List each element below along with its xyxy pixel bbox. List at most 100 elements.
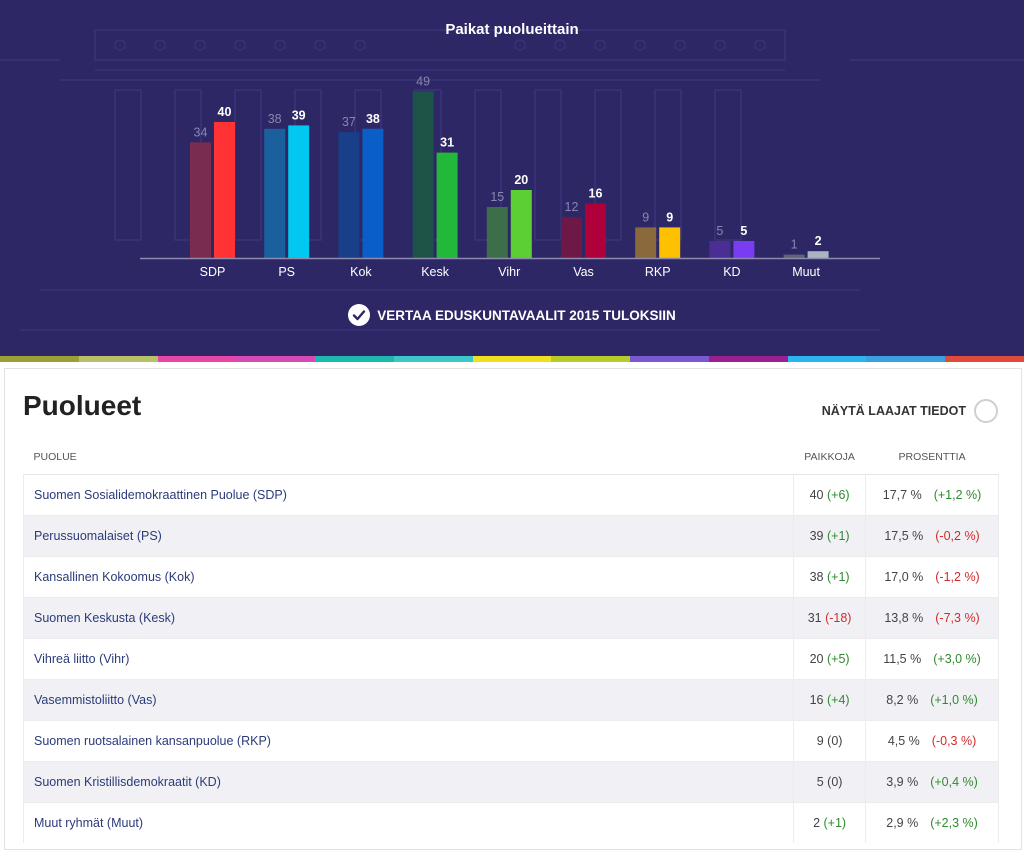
party-name-link[interactable]: Vasemmistoliitto (Vas) bbox=[22, 679, 794, 721]
toggle-circle-icon[interactable] bbox=[974, 399, 998, 423]
tick-label-vas: Vas bbox=[573, 265, 594, 279]
seats-cell: 16 (+4) bbox=[793, 679, 866, 721]
bar-2015-kesk bbox=[412, 91, 434, 259]
bar-2015-muut bbox=[783, 254, 805, 258]
party-name-link[interactable]: Suomen Sosialidemokraattinen Puolue (SDP… bbox=[22, 474, 794, 516]
data-label-2015: 37 bbox=[342, 115, 356, 129]
chart-panel: Paikat puolueittain 34 40 SDP 38 39 PS 37 38 Kok… bbox=[0, 0, 1024, 356]
tick-label-rkp: RKP bbox=[645, 265, 671, 279]
party-name: Kansallinen Kokoomus (Kok) bbox=[34, 570, 195, 584]
table-row[interactable]: Vihreä liitto (Vihr) 20 (+5) 11,5 % (+3,0 %… bbox=[22, 638, 999, 680]
party-name: Perussuomalaiset (PS) bbox=[34, 529, 162, 543]
party-name: Suomen Sosialidemokraattinen Puolue (SDP… bbox=[34, 488, 287, 502]
bar-2019-muut bbox=[807, 251, 829, 258]
table-header-row: PUOLUE PAIKKOJA PROSENTTIA bbox=[23, 440, 999, 475]
column-header-seats: PAIKKOJA bbox=[793, 440, 866, 475]
seats-value: 16 bbox=[809, 693, 824, 707]
percent-cell: 8,2 % (+1,0 %) bbox=[865, 679, 999, 721]
bar-2019-kok bbox=[362, 128, 384, 258]
bar-2015-vihr bbox=[486, 207, 508, 258]
show-details-toggle[interactable]: NÄYTÄ LAAJAT TIEDOT bbox=[822, 399, 998, 423]
data-label-2015: 15 bbox=[490, 190, 504, 204]
seats-value: 38 bbox=[809, 570, 824, 584]
column-header-percent: PROSENTTIA bbox=[865, 440, 999, 475]
data-label-2015: 12 bbox=[565, 200, 579, 214]
table-row[interactable]: Suomen ruotsalainen kansanpuolue (RKP) 9 … bbox=[22, 720, 999, 762]
percent-value: 3,9 % bbox=[886, 775, 919, 789]
percent-cell: 2,9 % (+2,3 %) bbox=[865, 802, 999, 843]
seats-value: 2 bbox=[813, 816, 821, 830]
chart-title: Paikat puolueittain bbox=[445, 21, 579, 38]
seats-cell: 38 (+1) bbox=[793, 556, 866, 598]
seats-change: (+1) bbox=[827, 529, 850, 543]
stripe-segment bbox=[236, 356, 316, 362]
party-name: Muut ryhmät (Muut) bbox=[34, 816, 144, 830]
column-header-party: PUOLUE bbox=[23, 440, 794, 475]
bar-2015-kok bbox=[338, 132, 360, 258]
table-row[interactable]: Perussuomalaiset (PS) 39 (+1) 17,5 % (-0,2 … bbox=[22, 515, 999, 557]
seats-cell: 31 (-18) bbox=[793, 597, 866, 639]
party-name: Suomen Keskusta (Kesk) bbox=[34, 611, 176, 625]
percent-cell: 4,5 % (-0,3 %) bbox=[865, 720, 999, 762]
table-row[interactable]: Kansallinen Kokoomus (Kok) 38 (+1) 17,0 % (… bbox=[22, 556, 999, 598]
seats-cell: 20 (+5) bbox=[793, 638, 866, 680]
percent-change: (-0,2 %) bbox=[935, 529, 980, 543]
table-row[interactable]: Suomen Keskusta (Kesk) 31 (-18) 13,8 % (-7,… bbox=[22, 597, 999, 639]
data-label-2015: 34 bbox=[194, 125, 208, 139]
bar-2019-rkp bbox=[659, 227, 681, 258]
percent-value: 4,5 % bbox=[887, 734, 920, 748]
stripe-segment bbox=[0, 356, 79, 362]
party-name-link[interactable]: Perussuomalaiset (PS) bbox=[22, 515, 794, 557]
seats-change: (+1) bbox=[823, 816, 847, 830]
party-name: Vasemmistoliitto (Vas) bbox=[34, 693, 157, 707]
seats-cell: 40 (+6) bbox=[793, 474, 866, 516]
stripe-segment bbox=[472, 356, 552, 362]
party-name-link[interactable]: Kansallinen Kokoomus (Kok) bbox=[22, 556, 794, 598]
data-label-2015: 38 bbox=[268, 112, 282, 126]
bar-2019-kd bbox=[733, 241, 755, 258]
table-row[interactable]: Suomen Kristillisdemokraatit (KD) 5 (0) 3,… bbox=[22, 761, 999, 803]
table-row[interactable]: Suomen Sosialidemokraattinen Puolue (SDP… bbox=[22, 474, 999, 516]
stripe-segment bbox=[708, 356, 788, 362]
stripe-segment bbox=[945, 356, 1024, 362]
data-label-2019: 5 bbox=[740, 224, 747, 238]
percent-change: (+2,3 %) bbox=[930, 816, 978, 830]
data-label-2015: 49 bbox=[416, 74, 430, 88]
stripe-segment bbox=[551, 356, 631, 362]
table-row[interactable]: Vasemmistoliitto (Vas) 16 (+4) 8,2 % (+1,0 … bbox=[22, 679, 999, 721]
compare-2015-toggle[interactable]: VERTAA EDUSKUNTAVAALIT 2015 TULOKSIIN bbox=[0, 304, 1024, 326]
bar-2019-vas bbox=[585, 203, 606, 258]
percent-value: 2,9 % bbox=[886, 816, 919, 830]
stripe-segment bbox=[315, 356, 394, 362]
data-label-2019: 40 bbox=[218, 105, 232, 119]
bar-2015-kd bbox=[709, 241, 731, 258]
party-name-link[interactable]: Muut ryhmät (Muut) bbox=[22, 802, 794, 843]
data-label-2015: 5 bbox=[716, 224, 723, 238]
seats-cell: 39 (+1) bbox=[793, 515, 866, 557]
seats-cell: 5 (0) bbox=[793, 761, 866, 803]
tick-label-vihr: Vihr bbox=[498, 265, 520, 279]
party-name: Suomen ruotsalainen kansanpuolue (RKP) bbox=[34, 734, 271, 748]
percent-change: (+1,0 %) bbox=[930, 693, 978, 707]
data-label-2019: 31 bbox=[440, 136, 454, 150]
percent-value: 17,5 % bbox=[884, 529, 924, 543]
party-name-link[interactable]: Vihreä liitto (Vihr) bbox=[22, 638, 794, 680]
seats-value: 39 bbox=[809, 529, 824, 543]
tick-label-muut: Muut bbox=[792, 265, 820, 279]
data-label-2019: 20 bbox=[514, 173, 528, 187]
stripe-segment bbox=[393, 356, 473, 362]
stripe-segment bbox=[787, 356, 867, 362]
seats-value: 40 bbox=[809, 488, 824, 502]
party-name-link[interactable]: Suomen Kristillisdemokraatit (KD) bbox=[22, 761, 794, 803]
percent-change: (-7,3 %) bbox=[935, 611, 980, 625]
stripe-segment bbox=[866, 356, 946, 362]
party-name-link[interactable]: Suomen Keskusta (Kesk) bbox=[22, 597, 794, 639]
percent-value: 17,0 % bbox=[884, 570, 924, 584]
seats-change: (+4) bbox=[827, 693, 850, 707]
bar-2015-ps bbox=[264, 128, 286, 258]
party-name-link[interactable]: Suomen ruotsalainen kansanpuolue (RKP) bbox=[22, 720, 794, 762]
parties-table: PUOLUE PAIKKOJA PROSENTTIA Suomen Sosial… bbox=[22, 440, 999, 843]
percent-cell: 17,7 % (+1,2 %) bbox=[865, 474, 999, 516]
table-row[interactable]: Muut ryhmät (Muut) 2 (+1) 2,9 % (+2,3 %) bbox=[22, 802, 999, 843]
